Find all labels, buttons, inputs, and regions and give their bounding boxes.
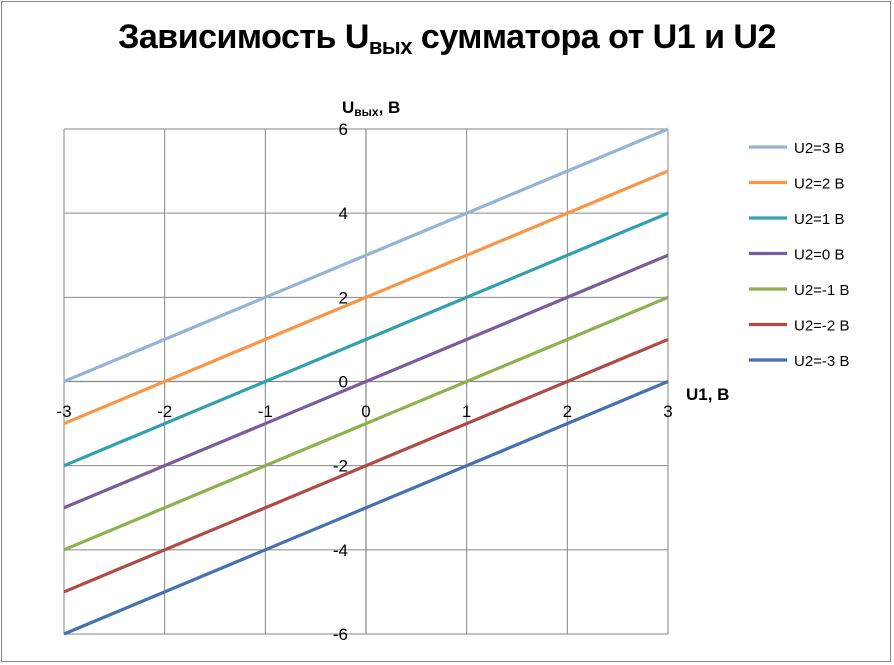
chart-title: Зависимость Uвых сумматора от U1 и U2 bbox=[0, 18, 894, 60]
x-tick-label: 3 bbox=[663, 402, 672, 421]
legend-label-6: U2=-3 В bbox=[794, 353, 849, 370]
series-line-4 bbox=[63, 295, 669, 552]
legend-label-0: U2=3 В bbox=[794, 140, 844, 157]
series-line-0 bbox=[63, 127, 669, 383]
tick-labels: -3 -2 -1 0 1 2 3 -6 -4 -2 0 2 4 6 bbox=[56, 120, 672, 644]
series-line-1 bbox=[63, 169, 669, 426]
chart-title-rest: сумматора от U1 и U2 bbox=[411, 18, 776, 56]
y-tick-label: -2 bbox=[333, 457, 348, 476]
y-tick-label: 6 bbox=[339, 120, 348, 139]
x-tick-label: 1 bbox=[462, 402, 471, 421]
legend-label-1: U2=2 В bbox=[794, 176, 844, 193]
chart-title-main: Зависимость U bbox=[118, 18, 369, 56]
legend-label-4: U2=-1 В bbox=[794, 282, 849, 299]
x-axis-label: U1, В bbox=[686, 385, 729, 404]
x-tick-label: -2 bbox=[157, 402, 172, 421]
y-tick-label: 4 bbox=[339, 204, 348, 223]
chart-title-subscript: вых bbox=[368, 34, 413, 59]
y-tick-label: 0 bbox=[339, 373, 348, 392]
x-tick-label: -1 bbox=[258, 402, 273, 421]
legend-label-3: U2=0 В bbox=[794, 247, 844, 264]
y-tick-label: 2 bbox=[339, 288, 348, 307]
x-tick-label: 0 bbox=[361, 402, 370, 421]
legend: U2=3 В U2=2 В U2=1 В U2=0 В U2=-1 В U2=-2 В U2… bbox=[749, 140, 849, 370]
series-line-2 bbox=[63, 211, 669, 468]
legend-label-5: U2=-2 В bbox=[794, 318, 849, 335]
series-line-5 bbox=[63, 337, 669, 594]
y-tick-label: -4 bbox=[333, 541, 348, 560]
series-line-6 bbox=[63, 380, 669, 636]
series-lines bbox=[63, 127, 669, 636]
x-tick-label: -3 bbox=[56, 402, 71, 421]
legend-label-2: U2=1 В bbox=[794, 211, 844, 228]
y-axis-label: Uвых, В bbox=[342, 98, 400, 119]
y-tick-label: -6 bbox=[333, 625, 348, 644]
series-line-3 bbox=[63, 253, 669, 510]
x-tick-label: 2 bbox=[563, 402, 572, 421]
